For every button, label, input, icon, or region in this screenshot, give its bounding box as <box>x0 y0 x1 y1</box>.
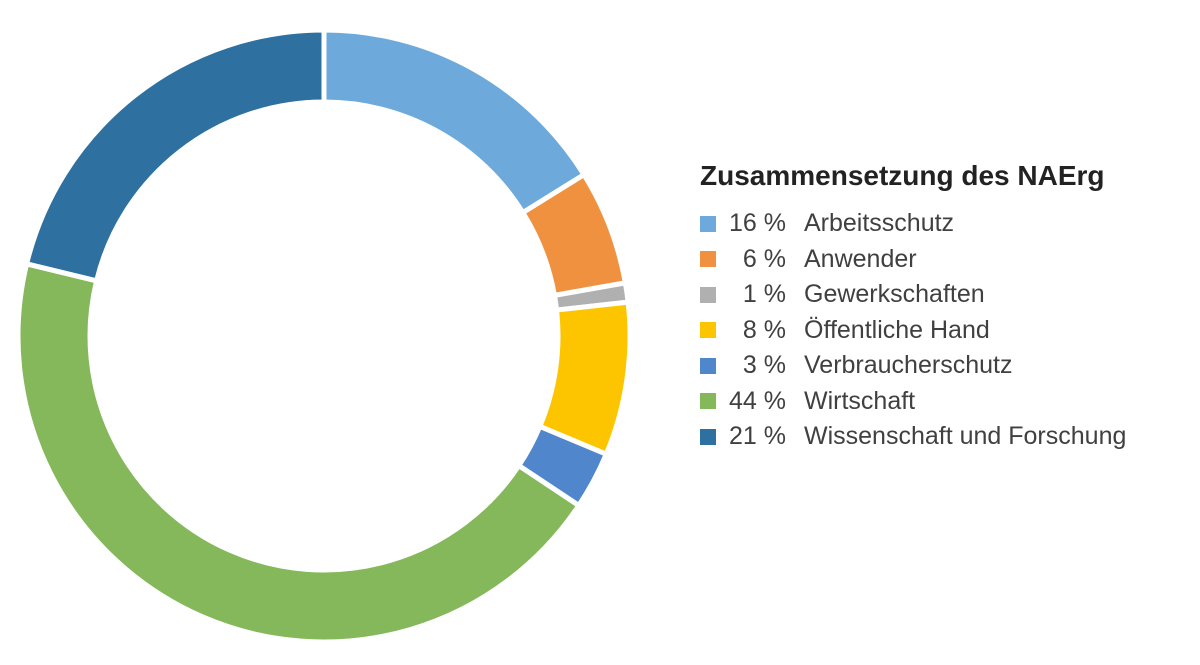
legend-label: Anwender <box>804 244 917 273</box>
legend-label: Wirtschaft <box>804 386 916 415</box>
legend-item: 44 % Wirtschaft <box>700 384 1180 420</box>
legend-item: 1 % Gewerkschaften <box>700 277 1180 313</box>
chart-title: Zusammensetzung des NAErg <box>700 160 1105 191</box>
legend-label: Arbeitsschutz <box>804 209 955 238</box>
legend-value: 21 % <box>729 422 786 451</box>
legend-label: Wissenschaft und Forschung <box>804 422 1127 451</box>
legend-item: 21 % Wissenschaft und Forschung <box>700 419 1180 455</box>
legend-value: 3 % <box>742 351 786 380</box>
legend-items: 16 % Arbeitsschutz 6 % Anwender 1 % Gewerksch… <box>700 206 1180 455</box>
legend-value: 44 % <box>729 386 786 415</box>
legend-item: 3 % Verbraucherschutz <box>700 348 1180 384</box>
donut-slice-wirtschaft <box>15 260 583 645</box>
legend-swatch <box>700 286 716 303</box>
legend-swatch <box>700 428 716 445</box>
legend-swatch <box>700 251 716 268</box>
legend-value: 6 % <box>742 244 786 273</box>
legend-swatch <box>700 322 716 339</box>
legend-item: 16 % Arbeitsschutz <box>700 206 1180 242</box>
legend-value: 8 % <box>742 315 786 344</box>
legend-swatch <box>700 215 716 232</box>
legend-label: Öffentliche Hand <box>804 315 990 344</box>
chart-legend: Zusammensetzung des NAErg 16 % Arbeitssch… <box>700 160 1180 455</box>
legend-item: 8 % Öffentliche Hand <box>700 313 1180 349</box>
legend-value: 1 % <box>742 280 786 309</box>
legend-item: 6 % Anwender <box>700 242 1180 278</box>
donut-slice-arbeitsschutz <box>321 27 588 217</box>
legend-label: Gewerkschaften <box>804 280 985 309</box>
legend-label: Verbraucherschutz <box>804 351 1013 380</box>
donut-slice-wissenschaft-und-forschung <box>23 27 327 284</box>
legend-value: 16 % <box>729 209 786 238</box>
legend-swatch <box>700 393 716 410</box>
legend-swatch <box>700 357 716 374</box>
